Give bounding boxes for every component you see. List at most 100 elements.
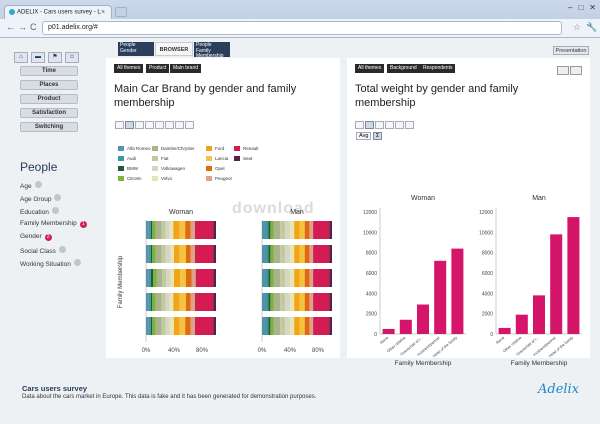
x-tick-label: 40% xyxy=(284,348,297,354)
nav-button-satisfaction[interactable]: Satisfaction xyxy=(20,108,78,118)
y-tick-label: 2000 xyxy=(366,312,377,318)
legend-item: Daimler/Chrysler xyxy=(152,146,195,152)
favicon-icon xyxy=(9,9,15,15)
bar-segment xyxy=(268,293,271,311)
legend-swatch xyxy=(234,146,240,152)
stacked-chart-icon[interactable] xyxy=(375,121,384,129)
stacked-chart-icon[interactable] xyxy=(145,121,154,129)
bar-segment xyxy=(169,317,174,335)
minimize-icon[interactable]: – xyxy=(568,3,573,12)
people-item-social-class[interactable]: Social Class xyxy=(20,246,66,255)
options-icon[interactable] xyxy=(185,121,194,129)
car-icon[interactable]: ▬ xyxy=(31,52,45,63)
bar-segment xyxy=(165,293,170,311)
people-item-education[interactable]: Education xyxy=(20,207,59,216)
list-view-icon[interactable] xyxy=(570,66,582,75)
table-view-icon[interactable] xyxy=(115,121,124,129)
breadcrumb-3[interactable]: Main brand xyxy=(170,64,202,73)
bar-segment xyxy=(268,221,271,239)
adelix-logo: Adelix xyxy=(538,382,580,397)
bar-segment xyxy=(265,269,269,287)
bookmark-star-icon[interactable]: ☆ xyxy=(573,22,582,32)
people-item-label: Age Group xyxy=(20,196,52,203)
bar-segment xyxy=(162,269,167,287)
bar-segment xyxy=(195,293,214,311)
breadcrumb-2[interactable]: Product xyxy=(146,64,170,73)
column-chart-icon[interactable] xyxy=(135,121,144,129)
bar-segment xyxy=(285,269,290,287)
tab-browser[interactable]: BROWSER xyxy=(155,42,193,56)
tab-people-gender[interactable]: People Gender xyxy=(118,42,154,56)
reload-icon[interactable]: C xyxy=(30,22,37,32)
breadcrumb-1[interactable]: All themes xyxy=(114,64,144,73)
nav-button-product[interactable]: Product xyxy=(20,94,78,104)
column-chart-icon[interactable] xyxy=(365,121,374,129)
legend-item: Peugeot xyxy=(206,176,232,182)
bar-segment xyxy=(294,293,300,311)
home-icon[interactable]: ⌂ xyxy=(14,52,28,63)
bar-segment xyxy=(150,269,153,287)
people-item-family-membership[interactable]: Family Membership 1 xyxy=(20,220,87,228)
panel-label: Woman xyxy=(169,209,193,216)
x-tick-label: 40% xyxy=(168,348,181,354)
bar xyxy=(498,327,511,334)
table-icon[interactable] xyxy=(385,121,394,129)
legend-swatch xyxy=(152,146,158,152)
wrench-icon[interactable]: 🔧 xyxy=(586,22,598,32)
people-item-age-group[interactable]: Age Group xyxy=(20,194,62,203)
browser-tab[interactable]: ADELIX - Cars users survey - L × xyxy=(4,5,112,19)
breadcrumb-2[interactable]: Background xyxy=(387,64,420,73)
table-icon[interactable] xyxy=(165,121,174,129)
back-icon[interactable]: ← xyxy=(6,22,15,32)
bar-segment xyxy=(173,293,180,311)
window-close-icon[interactable]: ✕ xyxy=(589,3,596,12)
legend-swatch xyxy=(234,156,240,162)
bar-chart-icon[interactable] xyxy=(125,121,134,129)
aggregation-controls: Avg Σ xyxy=(356,132,383,140)
bar-segment xyxy=(185,221,191,239)
bar-segment xyxy=(153,269,157,287)
nav-button-places[interactable]: Places xyxy=(20,80,78,90)
tab-people-family-membership[interactable]: People Family Membership xyxy=(194,42,230,59)
bar-segment xyxy=(262,221,266,239)
legend-label: Alfa Romeo xyxy=(127,146,151,151)
x-tick-label: 80% xyxy=(196,348,209,354)
chart-view-icon[interactable] xyxy=(557,66,569,75)
count-badge xyxy=(54,194,62,201)
bar-segment xyxy=(304,269,310,287)
nav-button-time[interactable]: Time xyxy=(20,66,78,76)
bar-segment xyxy=(294,317,300,335)
forward-icon[interactable]: → xyxy=(18,22,27,32)
sum-button[interactable]: Σ xyxy=(372,132,383,140)
table-view-icon[interactable] xyxy=(355,121,364,129)
address-bar[interactable]: p01.adelix.org/# xyxy=(42,21,562,35)
browser-chrome: ADELIX - Cars users survey - L × – □ ✕ ← →… xyxy=(0,0,600,38)
tab-close-icon[interactable]: × xyxy=(101,9,106,16)
bar-segment xyxy=(265,245,269,263)
new-tab-button[interactable] xyxy=(115,7,127,17)
bar-segment xyxy=(280,269,286,287)
people-item-gender[interactable]: Gender 2 xyxy=(20,233,52,241)
bar-segment xyxy=(155,221,162,239)
bar-segment xyxy=(309,221,314,239)
options-icon[interactable] xyxy=(405,121,414,129)
avg-button[interactable]: Avg xyxy=(356,132,372,140)
maximize-icon[interactable]: □ xyxy=(578,3,584,12)
legend-label: Opel xyxy=(215,166,225,171)
pie-chart-icon[interactable] xyxy=(155,121,164,129)
people-icon[interactable]: ☺ xyxy=(65,52,79,63)
people-item-age[interactable]: Age xyxy=(20,181,42,190)
sidebar-tools: ⌂ ▬ ⚑ ☺ xyxy=(14,45,82,63)
breadcrumb-3[interactable]: Respondents xyxy=(420,64,456,73)
flag-icon[interactable]: ⚑ xyxy=(48,52,62,63)
bar xyxy=(416,304,430,334)
people-item-working-situation[interactable]: Working Situation xyxy=(20,259,81,268)
presentation-button[interactable]: Presentation xyxy=(553,46,589,55)
settings-icon[interactable] xyxy=(175,121,184,129)
x-axis-title: Family Membership xyxy=(395,360,452,367)
settings-icon[interactable] xyxy=(395,121,404,129)
nav-button-switching[interactable]: Switching xyxy=(20,122,78,132)
legend-label: Ford xyxy=(215,146,225,151)
breadcrumb-1[interactable]: All themes xyxy=(355,64,385,73)
bar-segment xyxy=(273,221,281,239)
